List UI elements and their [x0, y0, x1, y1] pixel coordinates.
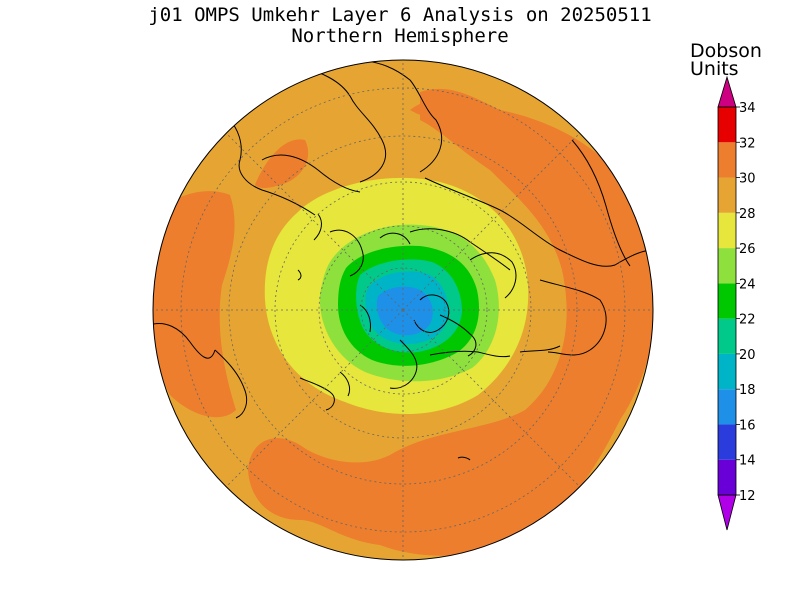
ozone-region-30-32-north — [410, 99, 458, 118]
colorbar-bin — [718, 389, 736, 425]
graticule — [153, 60, 653, 560]
map-boundary — [152, 59, 654, 561]
colorbar-tick-label: 28 — [739, 207, 756, 222]
colorbar-tick-label: 22 — [739, 313, 756, 328]
coastlines — [153, 60, 653, 461]
ozone-region-30-32-east — [248, 88, 653, 556]
colorbar-frame — [717, 106, 737, 496]
colorbar-bin — [718, 177, 736, 213]
colorbar-tick-label: 18 — [739, 383, 756, 398]
colorbar-units-label-line2: Units — [690, 58, 739, 80]
colorbar: 12 14 16 18 20 22 24 26 28 30 32 34 — [717, 75, 756, 531]
colorbar-bin — [718, 353, 736, 390]
colorbar-tick-label: 30 — [739, 172, 756, 187]
ozone-polar-map — [153, 60, 653, 560]
colorbar-tick-label: 24 — [739, 277, 756, 292]
colorbar-bin — [718, 318, 736, 354]
colorbar-tick-label: 14 — [739, 454, 756, 469]
colorbar-tick-label: 16 — [739, 418, 756, 433]
ozone-region-30-32-west — [153, 191, 236, 418]
colorbar-bin — [718, 283, 736, 319]
colorbar-tick-label: 12 — [739, 489, 756, 504]
colorbar-tick-label: 26 — [739, 242, 756, 257]
colorbar-bin — [718, 459, 736, 495]
ozone-region-30-32-northwest — [255, 139, 309, 189]
colorbar-bin — [718, 212, 736, 249]
colorbar-bin — [718, 248, 736, 284]
colorbar-tick-label: 34 — [739, 101, 756, 116]
colorbar-upper-arrow — [717, 75, 737, 108]
colorbar-bin — [718, 142, 736, 178]
colorbar-tick-label: 32 — [739, 136, 756, 151]
map-title: j01 OMPS Umkehr Layer 6 Analysis on 2025… — [148, 4, 652, 26]
colorbar-bin — [718, 424, 736, 460]
ozone-region-16-18 — [376, 286, 433, 336]
colorbar-bin — [718, 107, 736, 143]
colorbar-lower-arrow — [717, 494, 737, 531]
colorbar-units-label-line1: Dobson — [690, 40, 762, 62]
map-subtitle: Northern Hemisphere — [291, 25, 509, 47]
colorbar-tick-label: 20 — [739, 348, 756, 363]
